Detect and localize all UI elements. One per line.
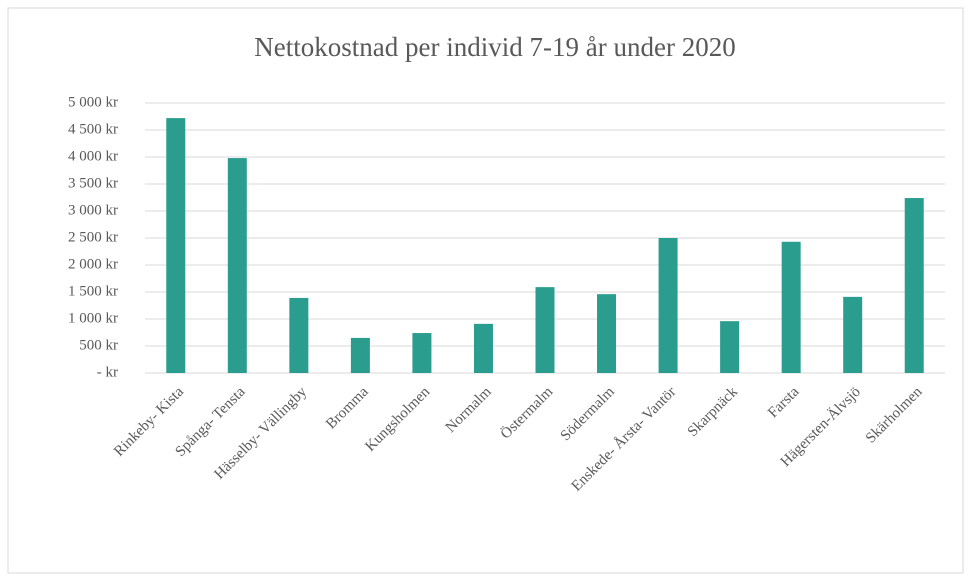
bar bbox=[535, 287, 555, 373]
bar bbox=[350, 337, 370, 373]
bar bbox=[843, 296, 863, 373]
bar bbox=[904, 198, 924, 373]
y-tick-label: 5 000 kr bbox=[68, 94, 118, 110]
y-tick-label: 4 000 kr bbox=[68, 148, 118, 164]
bar bbox=[597, 294, 617, 373]
y-tick-label: 3 000 kr bbox=[68, 202, 118, 218]
y-tick-label: 2 000 kr bbox=[68, 256, 118, 272]
y-tick-label: 3 500 kr bbox=[68, 175, 118, 191]
chart-border bbox=[7, 7, 964, 574]
bar bbox=[473, 323, 493, 373]
bar bbox=[720, 321, 740, 373]
y-tick-label: 500 kr bbox=[79, 337, 118, 353]
chart-title: Nettokostnad per individ 7-19 år under 2… bbox=[254, 32, 735, 62]
bar bbox=[658, 238, 678, 373]
bar bbox=[781, 241, 801, 373]
y-tick-label: - kr bbox=[97, 364, 118, 380]
y-tick-label: 1 500 kr bbox=[68, 283, 118, 299]
bar bbox=[227, 158, 247, 373]
y-tick-label: 2 500 kr bbox=[68, 229, 118, 245]
bar bbox=[412, 333, 432, 373]
y-tick-label: 4 500 kr bbox=[68, 121, 118, 137]
bar bbox=[166, 118, 186, 374]
bar bbox=[289, 297, 309, 373]
y-tick-label: 1 000 kr bbox=[68, 310, 118, 326]
